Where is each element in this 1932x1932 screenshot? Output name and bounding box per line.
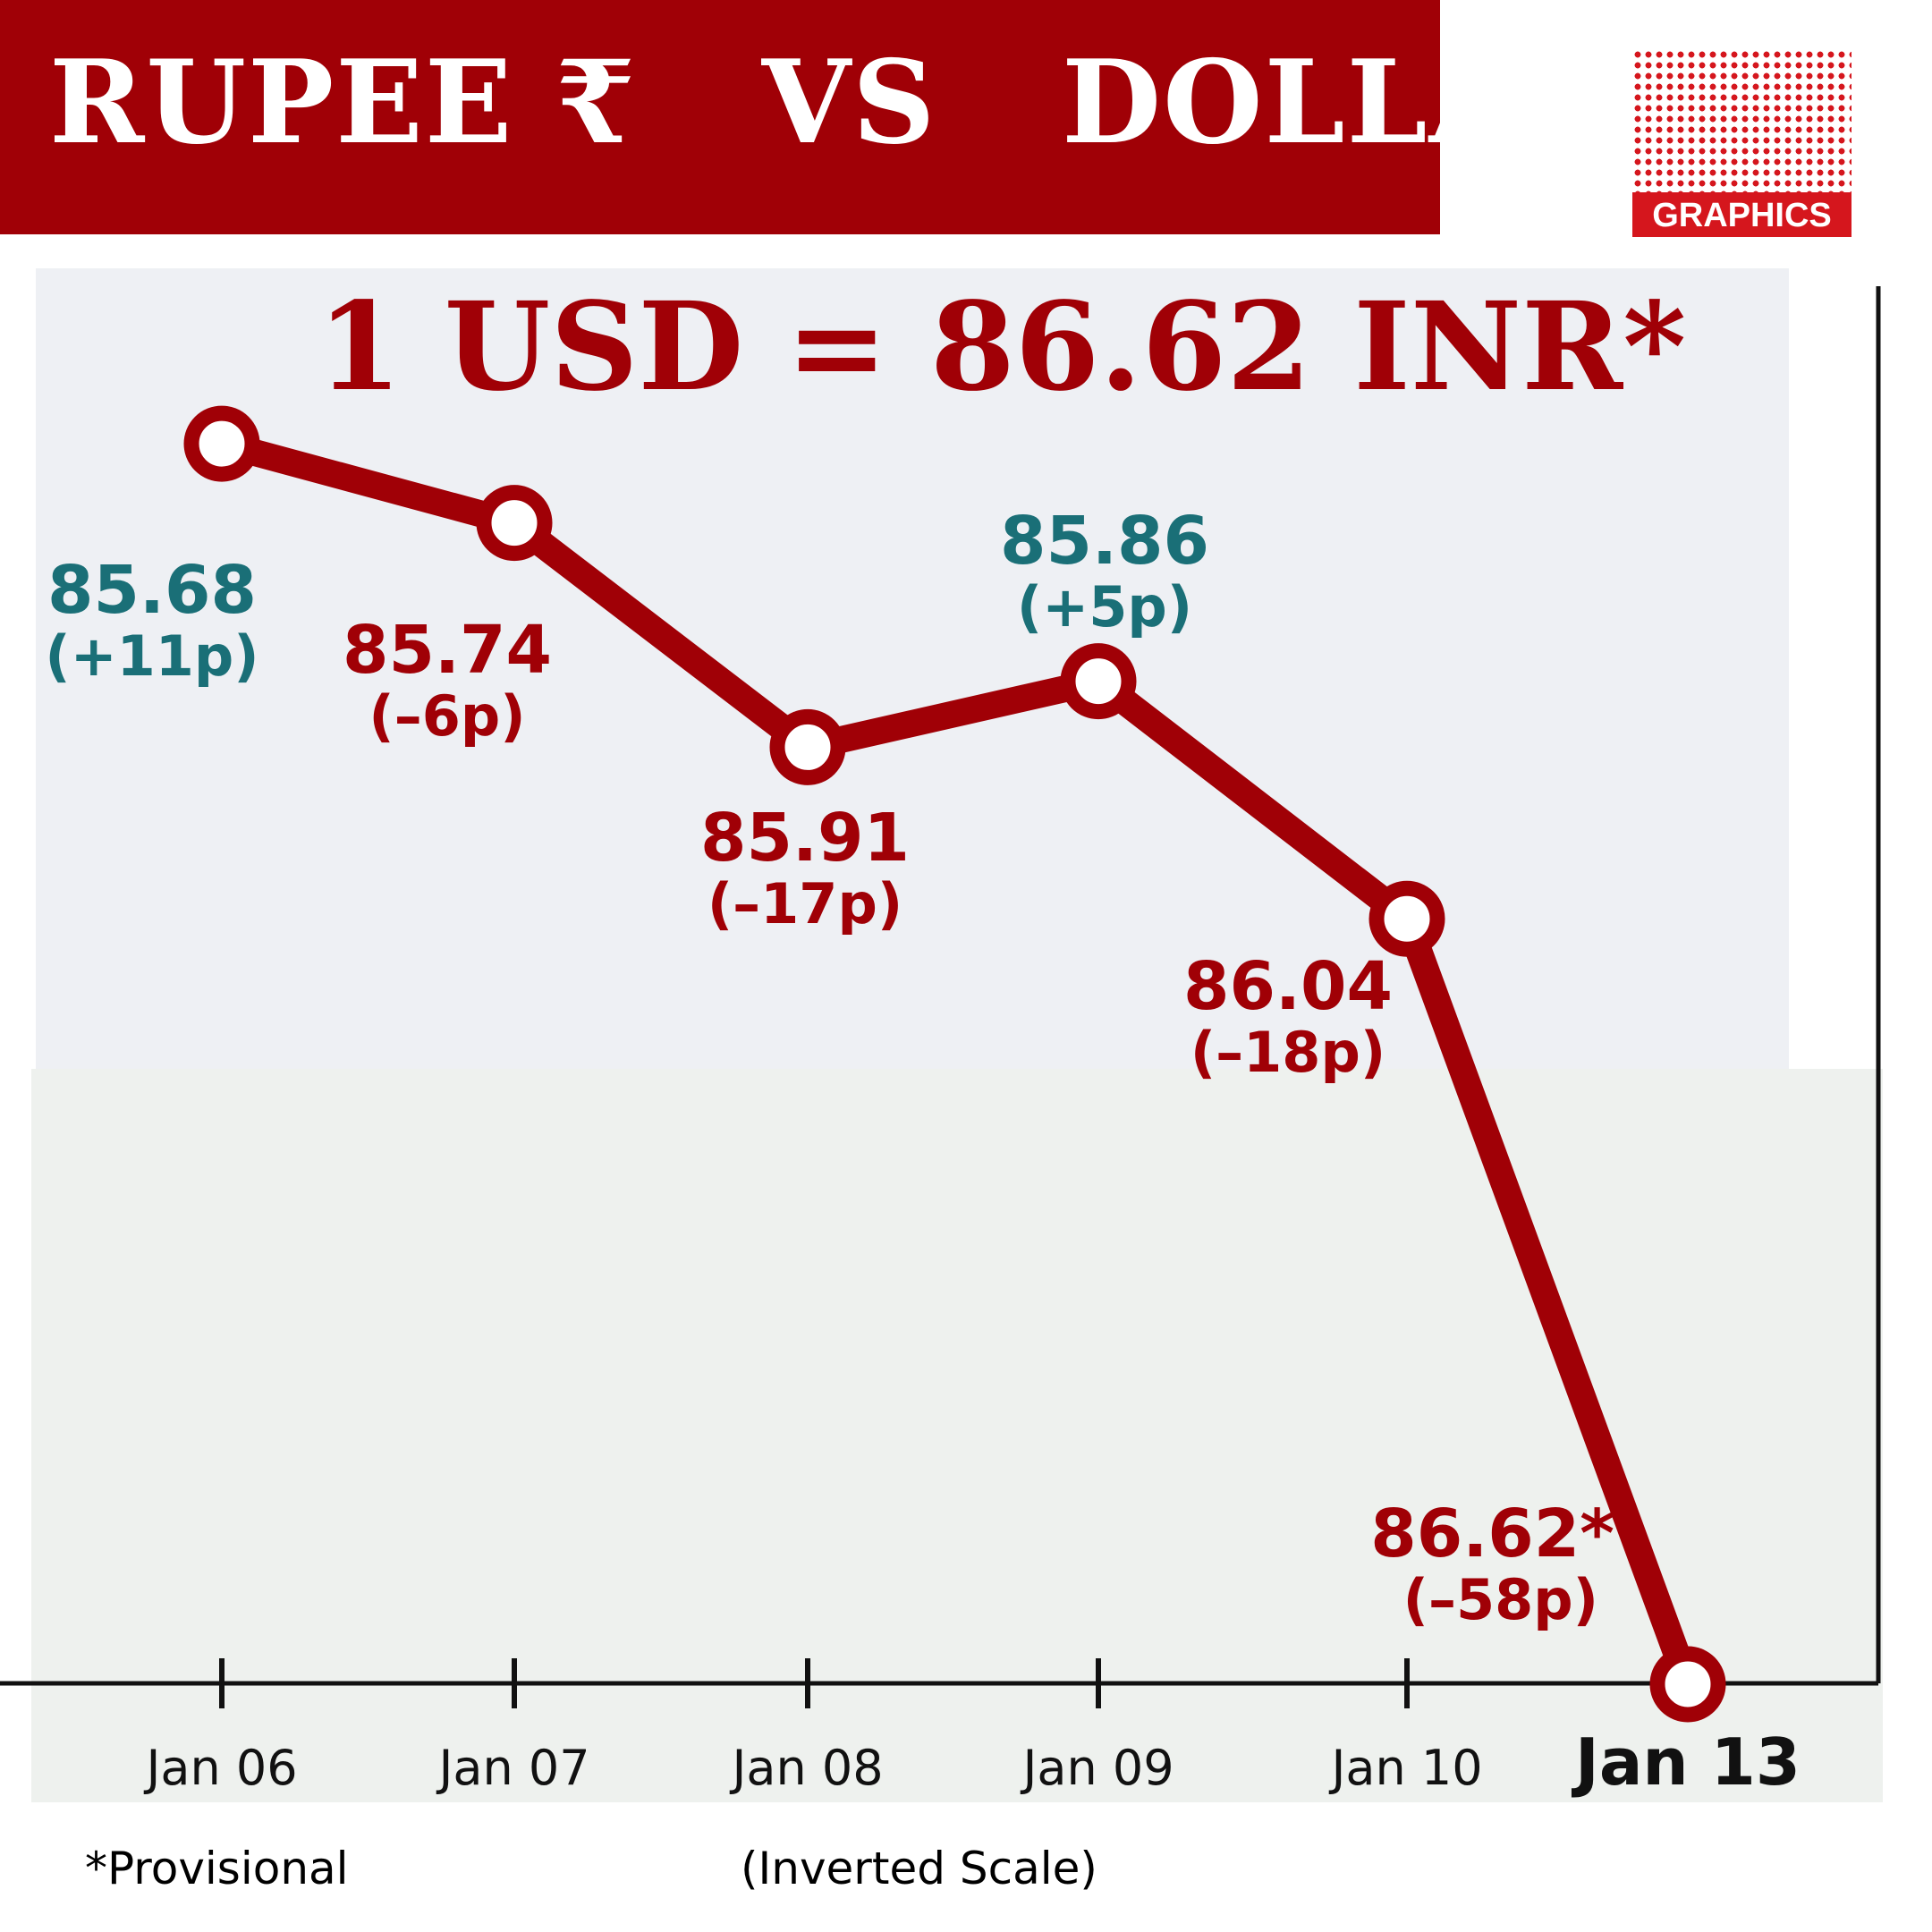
series-line bbox=[208, 430, 1701, 1698]
x-tick-label: Jan 08 bbox=[729, 1740, 883, 1796]
x-tick-label: Jan 13 bbox=[1571, 1724, 1801, 1800]
x-tick-label: Jan 07 bbox=[436, 1740, 589, 1796]
change-label: (–58p) bbox=[1403, 1567, 1598, 1632]
change-label: (+11p) bbox=[45, 623, 258, 689]
data-point bbox=[1368, 880, 1445, 957]
scale-note: (Inverted Scale) bbox=[741, 1843, 1097, 1894]
data-label: 85.68 bbox=[47, 552, 257, 629]
change-label: (–18p) bbox=[1191, 1020, 1385, 1085]
change-label: (+5p) bbox=[1017, 574, 1192, 640]
data-point bbox=[769, 708, 846, 785]
logo-badge-text: GRAPHICS bbox=[1632, 192, 1852, 237]
chart-title: 1 USD = 86.62 INR* bbox=[318, 275, 1687, 419]
data-point bbox=[1060, 643, 1137, 720]
data-point bbox=[183, 405, 260, 482]
x-tick-label: Jan 09 bbox=[1020, 1740, 1174, 1796]
rupee-note-background bbox=[36, 268, 1789, 1091]
data-label: 85.86 bbox=[1000, 503, 1209, 580]
change-label: (–6p) bbox=[369, 683, 525, 749]
x-tick-label: Jan 06 bbox=[143, 1740, 297, 1796]
data-point bbox=[1649, 1646, 1726, 1723]
logo-dot-pattern bbox=[1632, 49, 1852, 192]
data-label: 86.62* bbox=[1370, 1496, 1614, 1572]
change-label: (–17p) bbox=[708, 871, 902, 936]
provisional-note: *Provisional bbox=[85, 1843, 349, 1894]
data-label: 85.91 bbox=[700, 800, 910, 877]
data-point bbox=[476, 485, 553, 562]
x-tick-label: Jan 10 bbox=[1328, 1740, 1482, 1796]
data-label: 85.74 bbox=[343, 612, 552, 689]
data-label: 86.04 bbox=[1183, 948, 1393, 1025]
dollar-note-background bbox=[31, 1069, 1883, 1802]
pti-graphics-logo: GRAPHICS bbox=[1632, 49, 1852, 237]
